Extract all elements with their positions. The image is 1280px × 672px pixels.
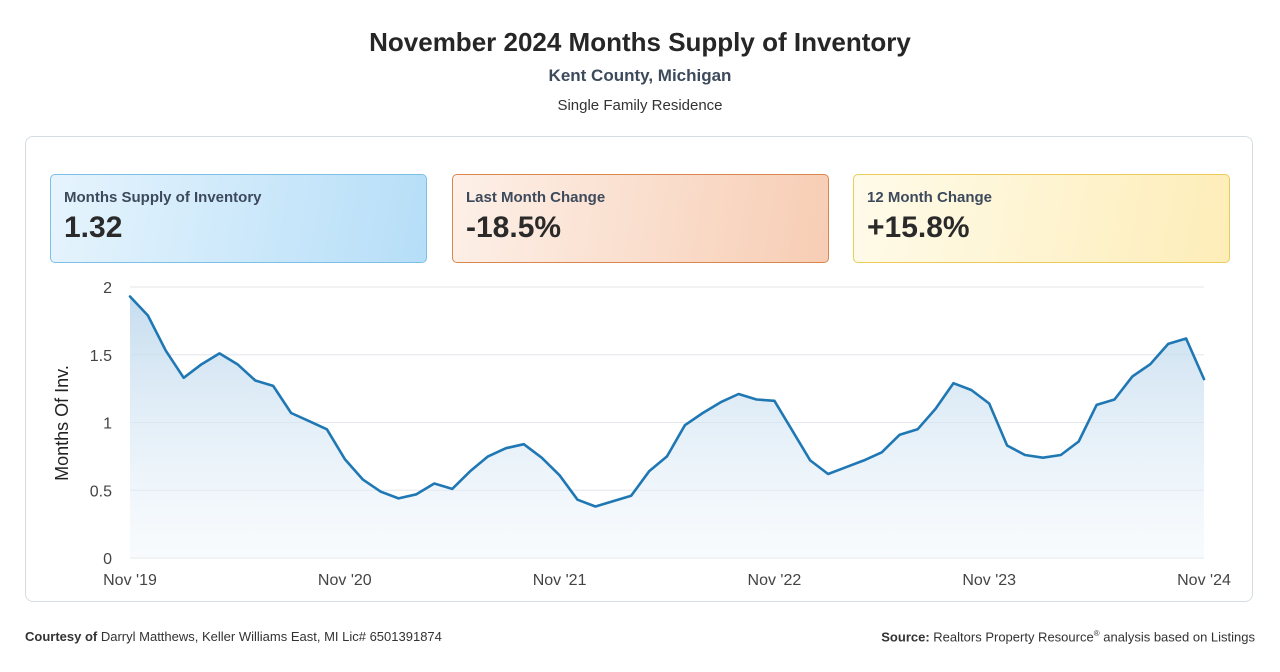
card-value: +15.8% — [867, 211, 970, 244]
card-value: 1.32 — [64, 211, 123, 244]
twelve-month-change-card: 12 Month Change +15.8% — [853, 174, 1230, 263]
source-footer: Source: Realtors Property Resource® anal… — [881, 629, 1255, 644]
source-text: Realtors Property Resource — [933, 629, 1094, 645]
y-tick-label: 1.5 — [90, 348, 112, 365]
location-subtitle: Kent County, Michigan — [548, 66, 732, 85]
page-title: November 2024 Months Supply of Inventory — [369, 27, 911, 57]
months-supply-card: Months Supply of Inventory 1.32 — [50, 174, 427, 263]
courtesy-text: Darryl Matthews, Keller Williams East, M… — [100, 629, 442, 644]
source-suffix: analysis based on Listings — [1103, 629, 1255, 645]
x-tick-label: Nov '20 — [318, 572, 372, 589]
x-tick-label: Nov '19 — [103, 572, 157, 589]
y-axis-label: Months Of Inv. — [52, 365, 72, 481]
registered-mark: ® — [1093, 629, 1100, 638]
card-label: Last Month Change — [466, 189, 606, 206]
card-label: Months Supply of Inventory — [64, 189, 262, 206]
last-month-change-card: Last Month Change -18.5% — [452, 174, 829, 263]
series-line — [128, 295, 1206, 508]
x-tick-label: Nov '23 — [962, 572, 1016, 589]
x-tick-label: Nov '21 — [533, 572, 587, 589]
series-area — [130, 296, 1204, 558]
y-tick-label: 2 — [103, 280, 112, 297]
y-tick-label: 0 — [103, 551, 112, 568]
card-value: -18.5% — [466, 211, 562, 244]
x-tick-label: Nov '24 — [1177, 572, 1231, 589]
property-type-subtitle: Single Family Residence — [557, 97, 723, 114]
courtesy-footer: Courtesy of Darryl Matthews, Keller Will… — [25, 629, 442, 644]
card-label: 12 Month Change — [867, 189, 993, 206]
y-tick-label: 1 — [103, 416, 112, 433]
x-tick-label: Nov '22 — [748, 572, 802, 589]
y-tick-label: 0.5 — [90, 483, 112, 500]
source-label: Source: — [881, 629, 930, 645]
courtesy-label: Courtesy of — [25, 629, 98, 644]
